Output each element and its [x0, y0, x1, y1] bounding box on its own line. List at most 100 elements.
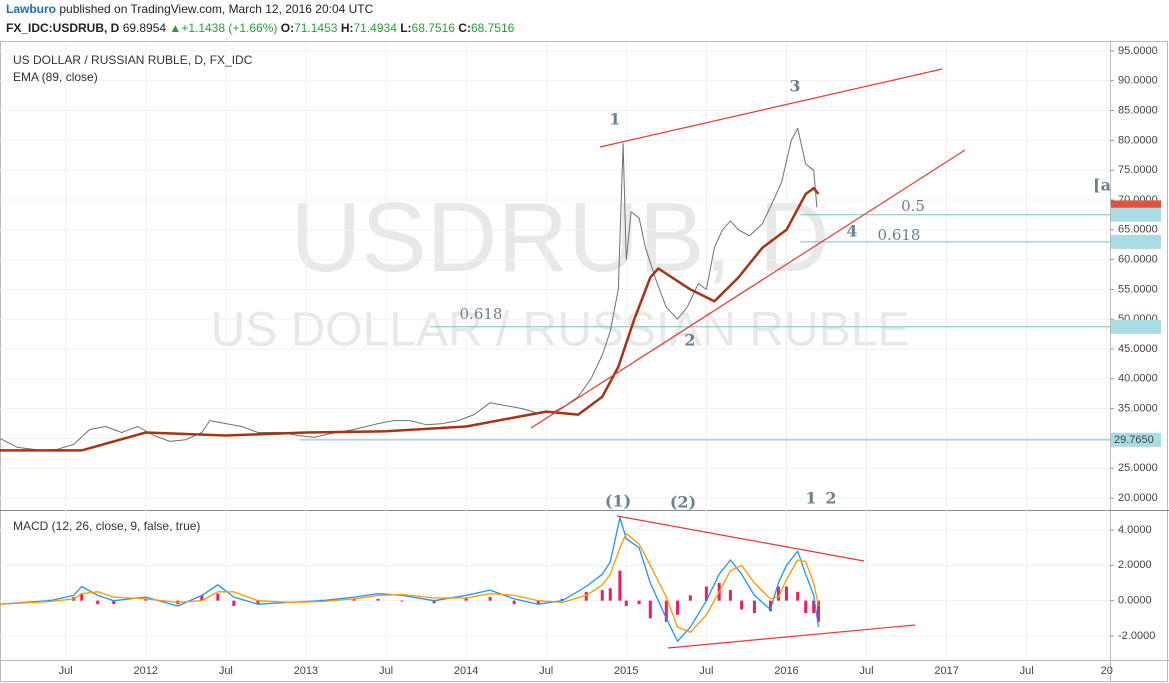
histogram-bar: [796, 591, 800, 601]
histogram-bar: [688, 595, 692, 601]
y-tick-label: 90.0000: [1118, 75, 1158, 87]
histogram-bar: [600, 590, 604, 601]
y-tick-label: 75.0000: [1118, 164, 1158, 176]
annotation: (2): [670, 493, 696, 512]
y-tick-label: 55.0000: [1118, 283, 1158, 295]
annotation: [a: [1093, 176, 1111, 195]
histogram-bar: [752, 600, 756, 614]
price-marker: [1111, 207, 1161, 222]
x-tick-label: 2015: [614, 665, 638, 677]
y-tick-label: 20.0000: [1118, 492, 1158, 504]
y-tick-label: 95.0000: [1118, 45, 1158, 57]
x-tick-label: 20: [1101, 665, 1113, 677]
ohlc-label: H:: [341, 21, 354, 35]
ohlc-label: L:: [400, 21, 411, 35]
histogram-bar: [200, 595, 204, 601]
annotation: (1): [605, 492, 631, 511]
x-tick-label: Jul: [539, 665, 553, 677]
trend-line: [530, 149, 966, 429]
annotation: 1: [805, 489, 816, 508]
legend-ema: EMA (89, close): [13, 70, 98, 84]
histogram-bar: [624, 600, 628, 606]
histogram-bar: [784, 586, 788, 601]
y-tick-label: 0.0000: [1118, 595, 1152, 607]
y-tick-label: 40.0000: [1118, 373, 1158, 385]
histogram-bar: [80, 593, 84, 601]
histogram-bar: [648, 600, 652, 619]
histogram-bar: [812, 600, 816, 614]
y-tick-label: -2.0000: [1118, 630, 1155, 642]
legend-title: US DOLLAR / RUSSIAN RUBLE, D, FX_IDC: [13, 53, 253, 67]
histogram-bar: [400, 600, 404, 602]
annotation: 0.618: [878, 226, 921, 244]
histogram-bar: [664, 600, 668, 622]
histogram-bar: [432, 600, 436, 604]
price-line: [0, 127, 818, 451]
y-tick-label: 60.0000: [1118, 254, 1158, 266]
price-marker-label: 29.7650: [1114, 434, 1154, 446]
annotation: 0.5: [901, 197, 925, 215]
histogram-bar: [608, 588, 612, 601]
trend-line: [667, 624, 916, 649]
price-marker: [1111, 432, 1161, 447]
x-tick-label: 2014: [454, 665, 478, 677]
x-tick-label: 2017: [934, 665, 958, 677]
histogram-bar: [112, 600, 116, 605]
histogram-bar: [637, 600, 641, 605]
histogram-bar: [618, 570, 622, 601]
signal-line: [0, 532, 820, 634]
histogram-bar: [676, 600, 680, 615]
header-line: Lawburo published on TradingView.com, Ma…: [6, 2, 374, 16]
histogram-bar: [488, 597, 492, 601]
price-marker: [1111, 319, 1161, 334]
histogram-bar: [464, 598, 468, 601]
annotation: 3: [789, 77, 800, 96]
trend-line: [616, 515, 865, 562]
histogram-bar: [352, 598, 356, 601]
x-tick-label: Jul: [860, 665, 874, 677]
x-tick-label: Jul: [59, 665, 73, 677]
y-tick-label: 25.0000: [1118, 462, 1158, 474]
x-tick-label: Jul: [1020, 665, 1034, 677]
x-tick-label: Jul: [379, 665, 393, 677]
last-price: 69.8954: [123, 21, 167, 35]
ema-line: [0, 186, 820, 452]
trend-line: [599, 68, 943, 148]
quote-line: FX_IDC:USDRUB, D 69.8954 ▲+1.1438 (+1.66…: [6, 21, 515, 35]
histogram-bar: [740, 600, 744, 610]
histogram-bar: [776, 586, 780, 601]
histogram-bar: [512, 600, 516, 605]
histogram-bar: [536, 600, 540, 605]
y-tick-label: 35.0000: [1118, 403, 1158, 415]
histogram-bar: [216, 593, 220, 601]
histogram-bar: [728, 590, 732, 601]
ohlc-label: C:: [458, 21, 471, 35]
author[interactable]: Lawburo: [6, 2, 56, 16]
histogram-bar: [560, 598, 564, 601]
histogram-bar: [804, 600, 808, 614]
histogram-bar: [144, 598, 148, 601]
y-tick-label: 4.0000: [1118, 524, 1152, 536]
ohlc-value: 71.4934: [353, 21, 397, 35]
watermark-subtitle: US DOLLAR / RUSSIAN RUBLE: [211, 304, 910, 357]
annotation: 2: [825, 489, 836, 508]
y-tick-label: 45.0000: [1118, 343, 1158, 355]
histogram-bar: [96, 600, 100, 605]
ohlc-value: 68.7516: [412, 21, 456, 35]
published: published on TradingView.com, March 12, …: [59, 2, 373, 16]
y-tick-label: 2.0000: [1118, 559, 1152, 571]
histogram-bar: [704, 586, 708, 601]
histogram-bar: [768, 600, 772, 612]
annotation: 1: [609, 110, 620, 129]
histogram-bar: [376, 598, 380, 601]
histogram-bar: [232, 600, 236, 606]
y-tick-label: 85.0000: [1118, 104, 1158, 116]
x-tick-label: Jul: [219, 665, 233, 677]
up-arrow: ▲: [169, 21, 181, 35]
ohlc-label: O:: [281, 21, 294, 35]
histogram-bar: [256, 600, 260, 605]
x-tick-label: 2012: [134, 665, 158, 677]
change: +1.1438 (+1.66%): [181, 21, 277, 35]
